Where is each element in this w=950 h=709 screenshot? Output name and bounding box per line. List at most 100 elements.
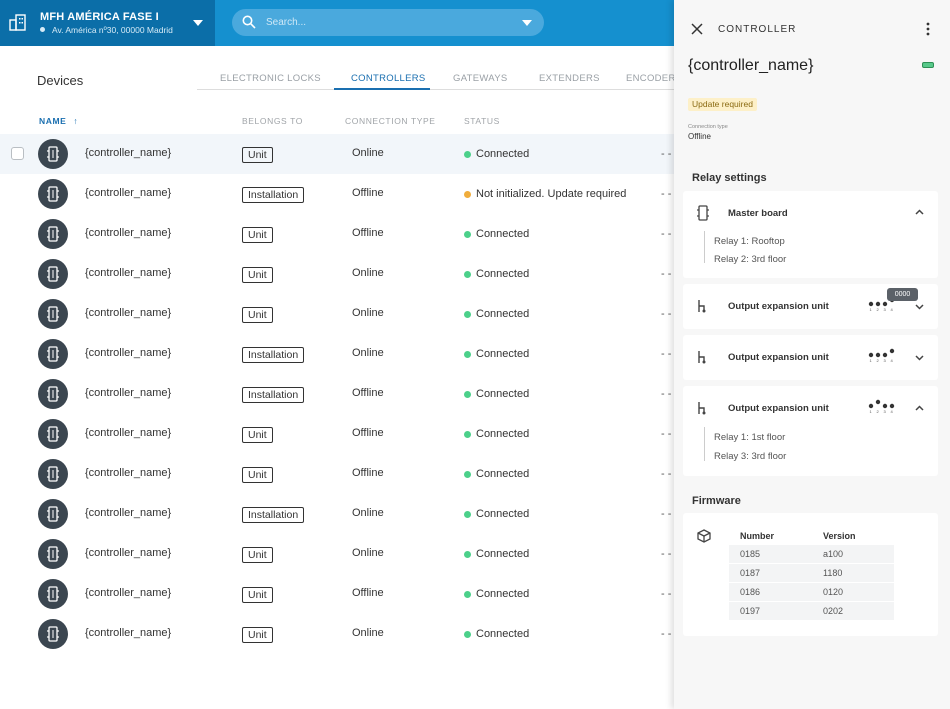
column-header-belongs[interactable]: BELONGS TO [242, 116, 303, 126]
status-text: Connected [476, 148, 530, 160]
controller-name[interactable]: {controller_name} [85, 547, 172, 559]
chevron-down-icon[interactable] [193, 20, 203, 26]
controller-name[interactable]: {controller_name} [85, 387, 172, 399]
row-extra: - - [661, 308, 672, 320]
firmware-row: 0185 a100 [729, 545, 894, 563]
column-header-status[interactable]: STATUS [464, 116, 500, 126]
expansion-unit-icon [698, 300, 706, 313]
controller-avatar [38, 419, 68, 449]
controller-name[interactable]: {controller_name} [85, 587, 172, 599]
controller-avatar [38, 499, 68, 529]
relay-item: Relay 2: 3rd floor [714, 254, 787, 265]
controller-name[interactable]: {controller_name} [85, 147, 172, 159]
tab-controllers[interactable]: CONTROLLERS [351, 73, 426, 84]
status-text: Connected [476, 508, 530, 520]
dip-switch-icon[interactable]: 1 2 3 4 [868, 397, 896, 413]
controller-name[interactable]: {controller_name} [85, 467, 172, 479]
table-row[interactable]: {controller_name} Installation Online Conne… [0, 494, 676, 534]
table-row[interactable]: {controller_name} Unit Online Connected - - [0, 134, 676, 174]
table-row[interactable]: {controller_name} Unit Online Connected - - [0, 534, 676, 574]
tab-extenders[interactable]: EXTENDERS [539, 73, 600, 84]
project-name: MFH AMÉRICA FASE I [40, 11, 159, 23]
table-row[interactable]: {controller_name} Installation Online Conne… [0, 334, 676, 374]
table-row[interactable]: {controller_name} Installation Offline Conn… [0, 374, 676, 414]
update-required-badge: Update required [688, 98, 757, 111]
output-expansion-unit-card: Output expansion unit 1 2 3 4 [683, 335, 938, 380]
controller-icon [47, 306, 59, 322]
tab-gateways[interactable]: GATEWAYS [453, 73, 508, 84]
controller-name[interactable]: {controller_name} [85, 347, 172, 359]
active-tab-indicator [334, 88, 430, 90]
tab-encoders[interactable]: ENCODERS [626, 73, 683, 84]
chevron-up-icon[interactable] [915, 209, 924, 215]
firmware-version: a100 [823, 549, 844, 559]
controller-name[interactable]: {controller_name} [85, 267, 172, 279]
connection-type: Online [352, 307, 384, 319]
building-icon [9, 14, 26, 31]
belongs-to-tag: Installation [242, 187, 305, 203]
firmware-row: 0197 0202 [729, 602, 894, 620]
belongs-to-tag: Installation [242, 387, 305, 403]
status-text: Connected [476, 468, 530, 480]
status-dot [464, 591, 471, 598]
controller-name[interactable]: {controller_name} [85, 507, 172, 519]
controller-name[interactable]: {controller_name} [85, 627, 172, 639]
dip-label: 2 [877, 409, 880, 413]
expansion-unit-icon [698, 351, 706, 364]
controller-icon [47, 626, 59, 642]
chevron-down-icon[interactable] [915, 304, 924, 310]
table-row[interactable]: {controller_name} Unit Offline Connected - - [0, 454, 676, 494]
status-text: Connected [476, 428, 530, 440]
table-row[interactable]: {controller_name} Unit Online Connected - - [0, 614, 676, 654]
belongs-to-tag: Installation [242, 507, 305, 523]
relay-item: Relay 1: 1st floor [714, 432, 786, 443]
controller-board-icon [697, 205, 709, 221]
row-extra: - - [661, 348, 672, 360]
controller-name[interactable]: {controller_name} [85, 227, 172, 239]
tab-electronic-locks[interactable]: ELECTRONIC LOCKS [220, 73, 321, 84]
column-header-name[interactable]: NAME ↑ [39, 116, 78, 126]
status-text: Connected [476, 548, 530, 560]
controller-name[interactable]: {controller_name} [85, 427, 172, 439]
controller-name[interactable]: {controller_name} [85, 187, 172, 199]
table-row[interactable]: {controller_name} Unit Online Connected - - [0, 294, 676, 334]
controller-icon [47, 266, 59, 282]
status-dot [464, 471, 471, 478]
project-selector[interactable]: MFH AMÉRICA FASE I Av. América nº30, 000… [0, 0, 215, 46]
controller-detail-panel: CONTROLLER {controller_name} Update requ… [674, 0, 950, 709]
chevron-down-icon[interactable] [915, 355, 924, 361]
row-extra: - - [661, 628, 672, 640]
close-icon[interactable] [691, 23, 703, 35]
table-row[interactable]: {controller_name} Unit Online Connected - - [0, 254, 676, 294]
column-header-connection[interactable]: CONNECTION TYPE [345, 116, 436, 126]
column-header-name-label: NAME [39, 116, 67, 126]
table-row[interactable]: {controller_name} Unit Offline Connected - - [0, 214, 676, 254]
row-checkbox[interactable] [11, 147, 24, 160]
controller-name[interactable]: {controller_name} [85, 307, 172, 319]
firmware-number: 0187 [740, 568, 761, 578]
status-dot [464, 431, 471, 438]
firmware-number: 0197 [740, 606, 761, 616]
firmware-number: 0185 [740, 549, 761, 559]
search-dropdown-icon[interactable] [522, 20, 532, 26]
search-input[interactable]: Search... [232, 9, 544, 36]
sort-arrow-icon: ↑ [73, 116, 79, 126]
chevron-up-icon[interactable] [915, 405, 924, 411]
table-row[interactable]: {controller_name} Unit Offline Connected - - [0, 414, 676, 454]
controller-avatar [38, 619, 68, 649]
dip-switch-icon[interactable]: 1 2 3 4 [868, 346, 896, 362]
row-extra: - - [661, 148, 672, 160]
table-row[interactable]: {controller_name} Unit Offline Connected - - [0, 574, 676, 614]
dip-label: 3 [884, 358, 887, 362]
page-title: Devices [37, 73, 84, 88]
controller-avatar [38, 259, 68, 289]
table-row[interactable]: {controller_name} Installation Offline Not … [0, 174, 676, 214]
controller-icon [47, 346, 59, 362]
row-extra: - - [661, 188, 672, 200]
connection-type: Offline [352, 387, 384, 399]
belongs-to-tag: Unit [242, 627, 273, 643]
more-options-icon[interactable] [926, 22, 930, 36]
firmware-row: 0187 1180 [729, 564, 894, 582]
search-placeholder: Search... [266, 17, 307, 28]
status-dot [464, 151, 471, 158]
